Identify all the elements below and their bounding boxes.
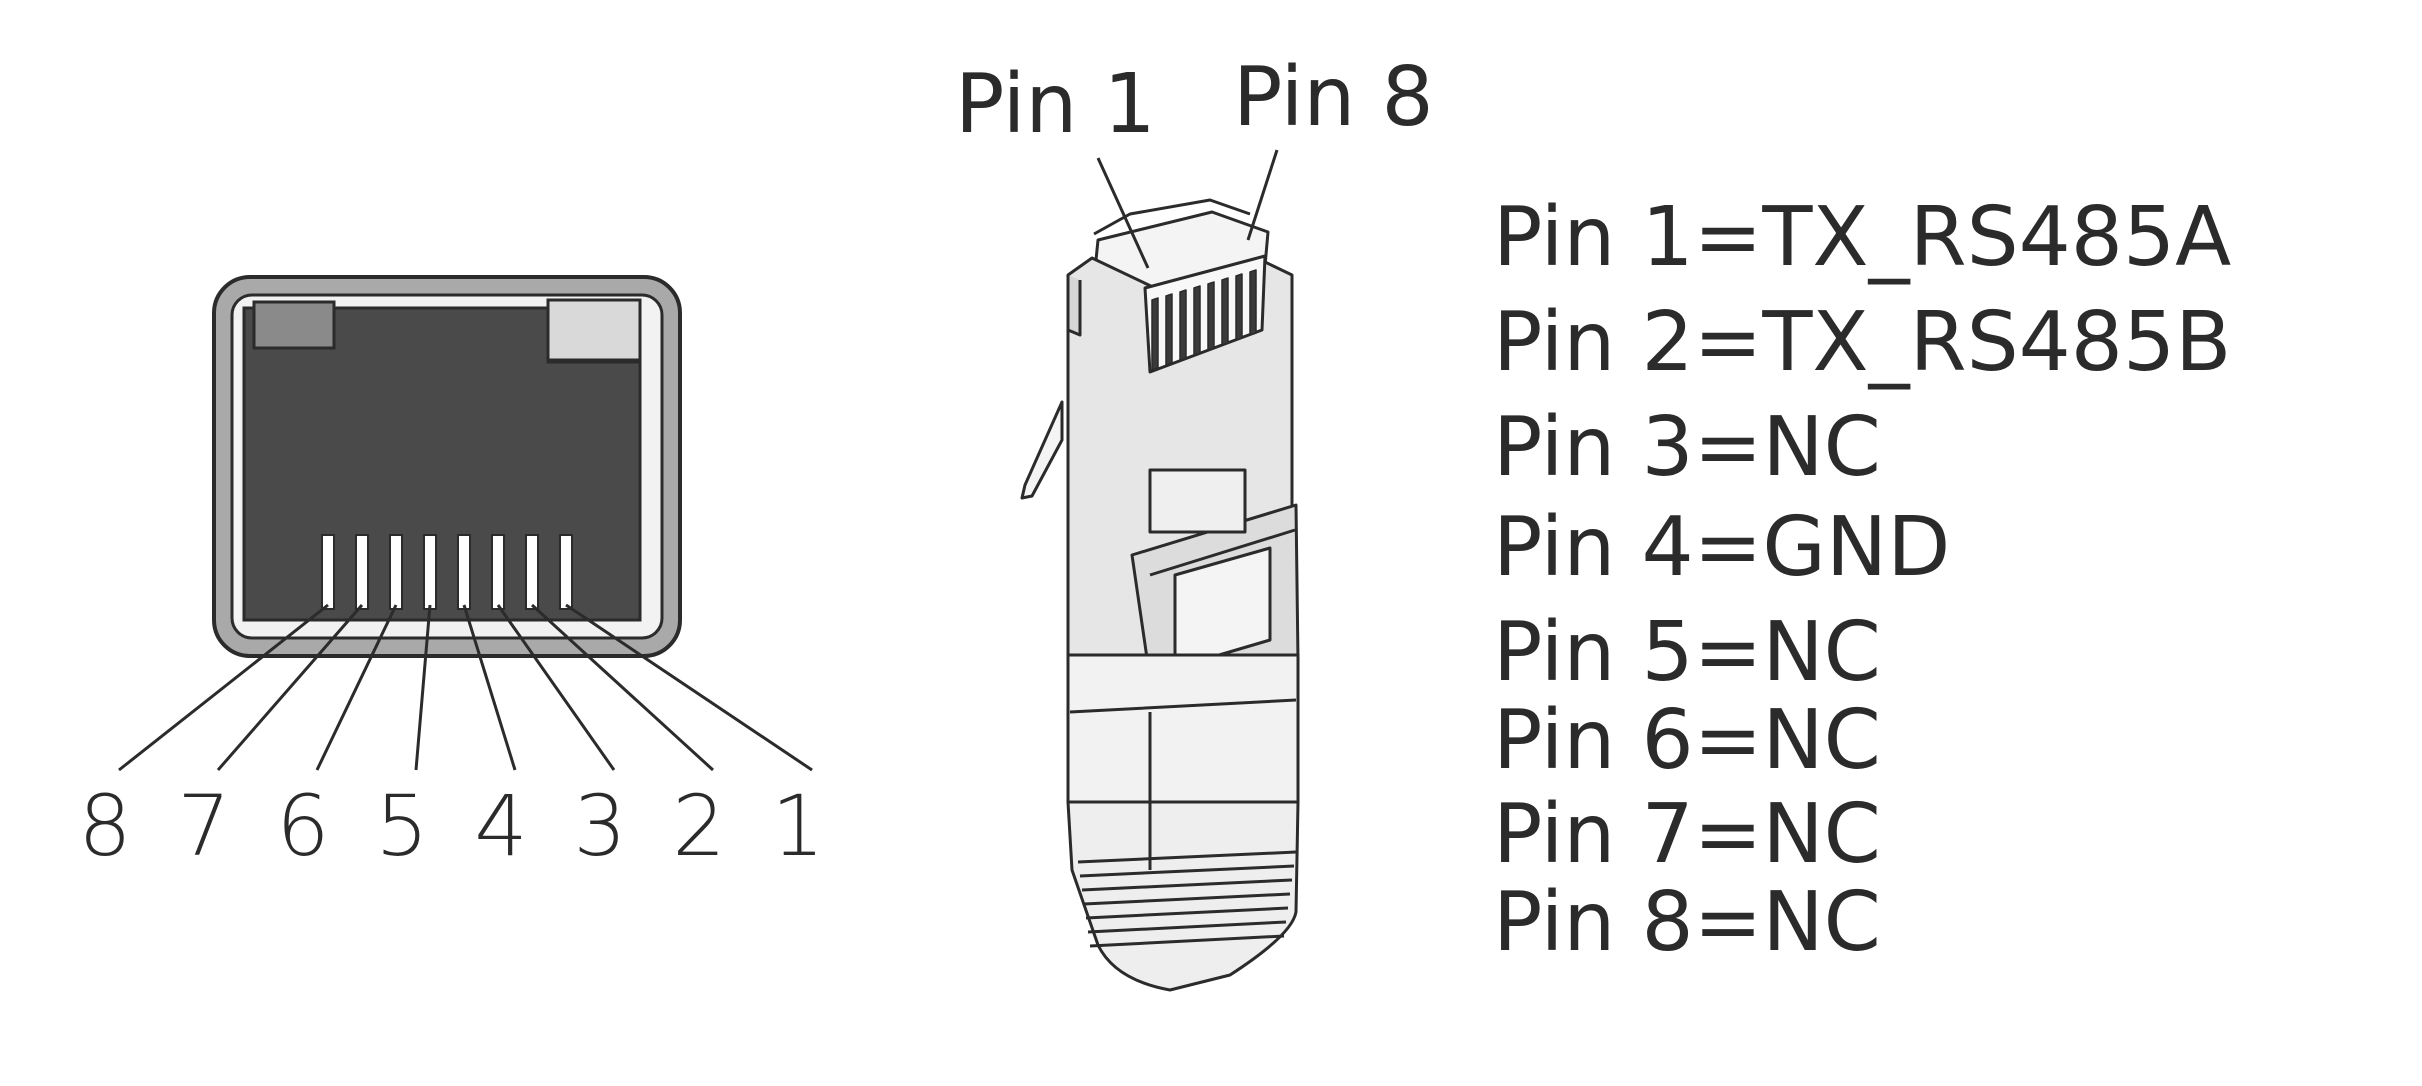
plug-latch-clip — [1020, 400, 1064, 500]
plug-contact-1 — [1151, 297, 1159, 371]
jack-contact-4 — [457, 534, 471, 610]
jack-contact-1 — [559, 534, 573, 610]
plug-window-lower — [1173, 546, 1272, 670]
jack-pin-number-3: 3 — [573, 777, 626, 875]
plug-contact-3 — [1179, 289, 1187, 361]
pinout-item-6: Pin 6=NC — [1493, 693, 1881, 788]
plug-body-side-edge — [1066, 275, 1082, 337]
jack-latch-tab-right — [546, 298, 642, 362]
jack-contact-3 — [491, 534, 505, 610]
jack-leader-lines — [118, 603, 813, 772]
jack-contact-6 — [389, 534, 403, 610]
jack-leader-line-4 — [462, 604, 517, 771]
plug-boot-ridge — [1083, 892, 1291, 906]
jack-leader-line-6 — [315, 604, 398, 771]
pinout-item-5: Pin 5=NC — [1493, 605, 1881, 700]
rj45-plug — [1020, 198, 1300, 992]
jack-contact-2 — [525, 534, 539, 610]
pinout-item-8: Pin 8=NC — [1493, 875, 1881, 970]
jack-leader-line-1 — [565, 603, 813, 772]
plug-boot-ridge — [1079, 864, 1295, 878]
plug-boot-upper — [1066, 653, 1300, 804]
plug-boot-ridge — [1085, 906, 1289, 920]
pinout-item-4: Pin 4=GND — [1493, 500, 1950, 595]
jack-contact-8 — [321, 534, 335, 610]
plug-contacts — [1151, 269, 1257, 371]
plug-boot-ridge — [1087, 920, 1287, 934]
jack-pin-number-4: 4 — [474, 777, 527, 875]
jack-leader-line-2 — [530, 603, 715, 772]
plug-boot-ridge — [1081, 878, 1293, 892]
jack-leader-line-8 — [118, 603, 329, 772]
plug-label-recess — [1148, 468, 1247, 534]
jack-contact-7 — [355, 534, 369, 610]
pinout-item-7: Pin 7=NC — [1493, 787, 1881, 882]
pin8-pointer-line — [1246, 149, 1279, 241]
plug-boot-mid — [1069, 698, 1297, 802]
plug-pin1-label: Pin 1 — [955, 57, 1156, 152]
pin1-pointer-line — [1096, 157, 1150, 269]
jack-pin-number-1: 1 — [771, 777, 824, 875]
plug-contact-5 — [1207, 281, 1215, 351]
jack-pin-number-7: 7 — [177, 777, 230, 875]
jack-contact-5 — [423, 534, 437, 610]
jack-pin-number-2: 2 — [672, 777, 725, 875]
jack-contacts — [321, 534, 573, 610]
plug-contact-6 — [1221, 277, 1229, 346]
plug-contact-window — [1143, 254, 1267, 374]
plug-boot-ridge — [1089, 934, 1285, 948]
pinout-item-2: Pin 2=TX_RS485B — [1493, 295, 2231, 390]
jack-latch-tab-left — [252, 300, 336, 350]
plug-shoulder-front — [1149, 528, 1296, 577]
jack-pin-number-6: 6 — [276, 777, 329, 875]
plug-pin8-label: Pin 8 — [1233, 50, 1434, 145]
plug-contact-4 — [1193, 285, 1201, 356]
jack-leader-line-7 — [216, 604, 364, 771]
pinout-item-3: Pin 3=NC — [1493, 400, 1881, 495]
plug-contact-2 — [1165, 293, 1173, 366]
jack-pin-number-8: 8 — [78, 777, 131, 875]
plug-boot-ridge — [1077, 850, 1297, 864]
plug-contact-7 — [1235, 273, 1243, 341]
pinout-item-1: Pin 1=TX_RS485A — [1493, 190, 2231, 285]
jack-leader-line-3 — [496, 604, 616, 771]
plug-boot-ridges — [1077, 850, 1297, 948]
plug-contact-8 — [1249, 269, 1257, 336]
plug-pin-pointers: Pin 1 Pin 8 — [955, 50, 1434, 269]
plug-top-cap-back — [1093, 198, 1251, 236]
jack-leader-line-5 — [414, 604, 432, 771]
jack-pin-number-5: 5 — [375, 777, 428, 875]
